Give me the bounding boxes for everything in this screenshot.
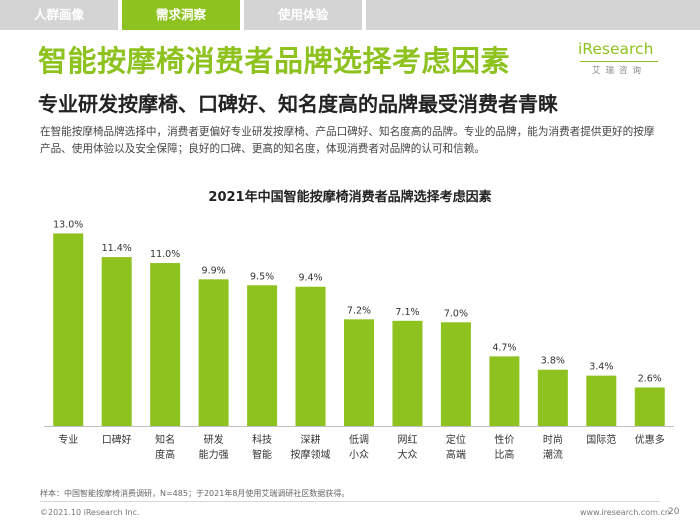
tab-audience-profile[interactable]: 人群画像 [0,0,118,30]
bar-9 [489,356,520,426]
category-label-6-0: 低调 [349,433,369,446]
data-label-12: 2.6% [638,373,662,384]
bar-11 [586,375,617,426]
bar-4 [247,285,278,426]
bar-0 [53,233,84,426]
bar-1 [101,257,132,426]
logo-wordmark: iResearch [578,40,654,58]
category-label-5-1: 按摩领域 [291,448,331,461]
category-label-5-0: 深耕 [301,433,321,446]
page-number: 20 [668,507,680,517]
data-label-5: 9.4% [298,273,322,284]
page-title: 智能按摩椅消费者品牌选择考虑因素 [38,44,511,78]
logo-divider [580,61,658,62]
category-label-12-0: 优惠多 [635,433,665,446]
category-label-10-1: 潮流 [543,448,563,461]
category-label-7-0: 网红 [397,433,417,446]
footnote: 样本：中国智能按摩椅消费调研，N=485；于2021年8月使用艾瑞调研社区数据获… [40,489,350,498]
category-label-9-0: 性价 [494,433,514,446]
category-label-3-1: 能力强 [199,448,229,461]
bar-3 [198,279,229,426]
website-url[interactable]: www.iresearch.com.cn [580,508,670,517]
category-label-3-0: 研发 [204,433,224,446]
category-label-8-0: 定位 [446,433,466,446]
bar-2 [150,263,181,426]
bar-7 [392,320,423,426]
category-label-6-1: 小众 [349,449,369,461]
category-label-0-0: 专业 [58,433,78,446]
data-label-11: 3.4% [589,362,613,373]
page-description: 在智能按摩椅品牌选择中，消费者更偏好专业研发按摩椅、产品口碑好、知名度高的品牌。… [40,126,655,155]
category-label-8-1: 高端 [446,448,466,461]
footer-divider [40,501,660,502]
iresearch-logo: iResearch 艾瑞咨询 [578,40,660,80]
data-label-4: 9.5% [250,271,274,282]
data-label-9: 4.7% [492,342,516,353]
nav-filler [366,0,700,30]
bar-10 [537,369,568,426]
data-label-10: 3.8% [541,356,565,367]
page-subtitle: 专业研发按摩椅、口碑好、知名度高的品牌最受消费者青睐 [38,92,558,116]
bar-5 [295,286,326,426]
data-label-6: 7.2% [347,305,371,316]
logo-subtitle: 艾瑞咨询 [592,66,647,76]
copyright: ©2021.10 iResearch Inc. [40,508,140,517]
top-navigation: 人群画像 需求洞察 使用体验 [0,0,700,30]
category-label-1-0: 口碑好 [102,433,132,446]
data-label-2: 11.0% [150,249,180,260]
chart-title: 2021年中国智能按摩椅消费者品牌选择考虑因素 [208,190,492,205]
data-label-8: 7.0% [444,308,468,319]
data-label-1: 11.4% [102,243,132,254]
category-label-10-0: 时尚 [543,433,563,446]
category-label-2-0: 知名 [155,433,175,446]
category-label-2-1: 度高 [155,448,175,461]
category-label-4-1: 智能 [252,448,272,461]
tab-demand-insight[interactable]: 需求洞察 [122,0,240,30]
tab-usage-experience[interactable]: 使用体验 [244,0,362,30]
bar-6 [344,319,374,426]
category-label-4-0: 科技 [252,433,272,446]
category-label-11-0: 国际范 [586,433,616,446]
category-label-7-1: 大众 [397,448,417,461]
data-label-3: 9.9% [202,265,226,276]
data-label-7: 7.1% [395,307,419,318]
category-label-9-1: 比高 [494,448,514,461]
data-label-0: 13.0% [53,219,83,230]
bar-8 [440,322,471,426]
bar-12 [634,387,665,426]
